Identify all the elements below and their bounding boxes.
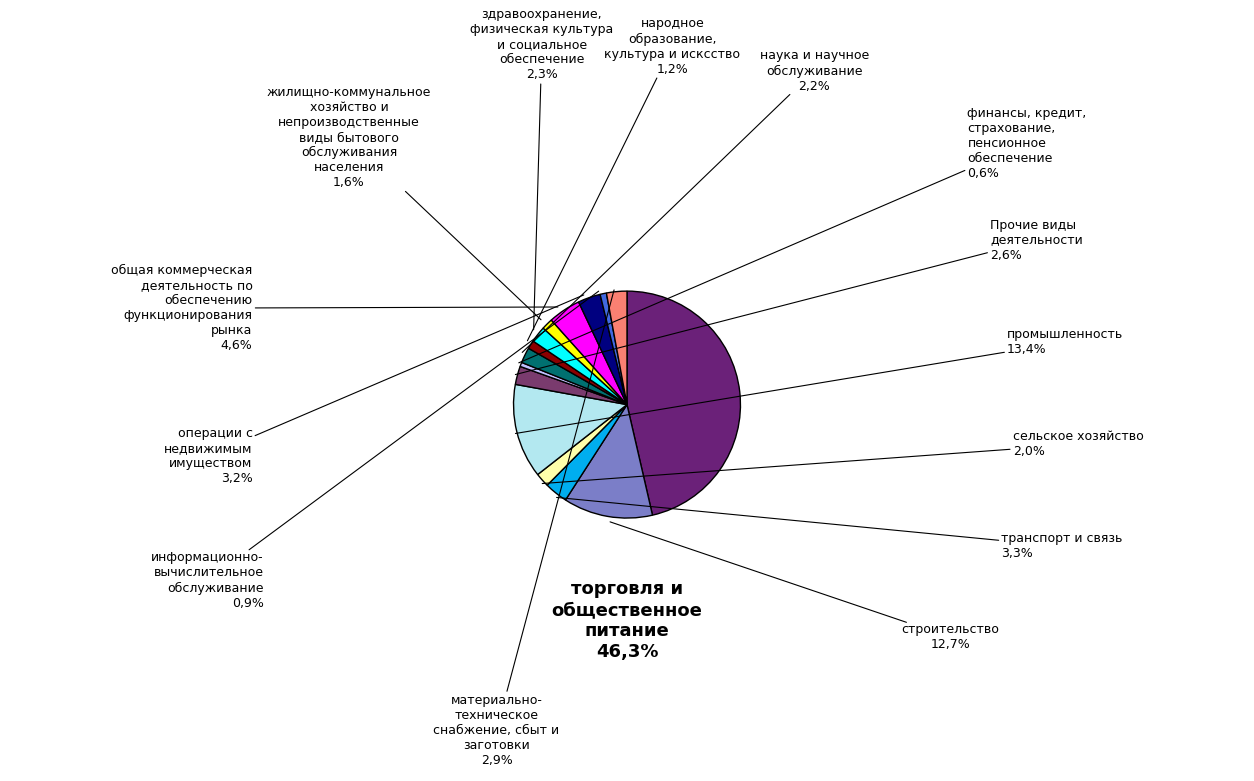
Text: наука и научное
обслуживание
2,2%: наука и научное обслуживание 2,2% bbox=[522, 49, 869, 352]
Text: финансы, кредит,
страхование,
пенсионное
обеспечение
0,6%: финансы, кредит, страхование, пенсионное… bbox=[519, 107, 1087, 363]
Wedge shape bbox=[538, 405, 627, 485]
Wedge shape bbox=[522, 348, 627, 405]
Text: сельское хозяйство
2,0%: сельское хозяйство 2,0% bbox=[542, 430, 1144, 483]
Wedge shape bbox=[533, 328, 627, 405]
Wedge shape bbox=[566, 405, 652, 518]
Text: Прочие виды
деятельности
2,6%: Прочие виды деятельности 2,6% bbox=[515, 219, 1083, 375]
Text: операции с
недвижимым
имуществом
3,2%: операции с недвижимым имуществом 3,2% bbox=[164, 295, 584, 485]
Text: транспорт и связь
3,3%: транспорт и связь 3,3% bbox=[557, 497, 1122, 561]
Text: народное
образование,
культура и исксство
1,2%: народное образование, культура и исксств… bbox=[528, 17, 740, 341]
Wedge shape bbox=[578, 294, 627, 405]
Wedge shape bbox=[627, 291, 740, 515]
Wedge shape bbox=[515, 366, 627, 405]
Text: строительство
12,7%: строительство 12,7% bbox=[611, 522, 999, 651]
Text: информационно-
вычислительное
обслуживание
0,9%: информационно- вычислительное обслуживан… bbox=[152, 291, 598, 609]
Text: общая коммерческая
деятельность по
обеспечению
функционирования
рынка
4,6%: общая коммерческая деятельность по обесп… bbox=[112, 264, 558, 352]
Wedge shape bbox=[552, 302, 627, 405]
Text: промышленность
13,4%: промышленность 13,4% bbox=[515, 328, 1124, 433]
Wedge shape bbox=[547, 405, 627, 500]
Wedge shape bbox=[543, 320, 627, 405]
Wedge shape bbox=[607, 291, 627, 405]
Text: здравоохранение,
физическая культура
и социальное
обеспечение
2,3%: здравоохранение, физическая культура и с… bbox=[470, 9, 613, 330]
Wedge shape bbox=[520, 362, 627, 405]
Wedge shape bbox=[528, 341, 627, 405]
Text: торговля и
общественное
питание
46,3%: торговля и общественное питание 46,3% bbox=[552, 580, 702, 661]
Wedge shape bbox=[601, 293, 627, 405]
Text: жилищно-коммунальное
хозяйство и
непроизводственные
виды бытового
обслуживания
н: жилищно-коммунальное хозяйство и непроиз… bbox=[267, 87, 540, 319]
Text: материально-
техническое
снабжение, сбыт и
заготовки
2,9%: материально- техническое снабжение, сбыт… bbox=[434, 290, 614, 767]
Wedge shape bbox=[514, 384, 627, 475]
